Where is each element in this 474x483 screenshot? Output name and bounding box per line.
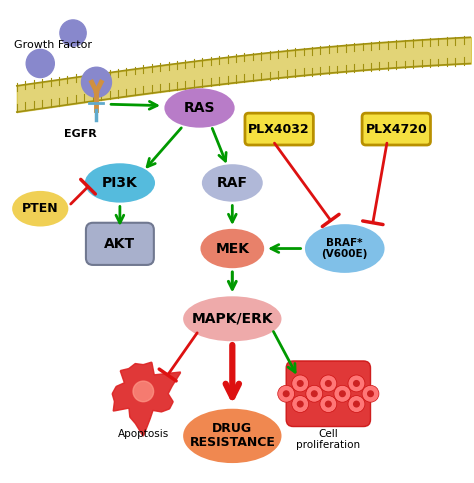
- Text: RAF: RAF: [217, 176, 248, 190]
- Circle shape: [354, 381, 359, 386]
- Circle shape: [320, 396, 337, 412]
- Text: MAPK/ERK: MAPK/ERK: [191, 312, 273, 326]
- Text: MEK: MEK: [215, 242, 249, 256]
- Circle shape: [334, 385, 351, 402]
- FancyBboxPatch shape: [362, 113, 430, 145]
- Circle shape: [306, 385, 323, 402]
- Circle shape: [326, 381, 331, 386]
- Text: Growth Factor: Growth Factor: [15, 40, 92, 50]
- Text: PLX4032: PLX4032: [248, 123, 310, 136]
- Ellipse shape: [183, 409, 282, 463]
- Circle shape: [133, 381, 154, 402]
- Circle shape: [278, 385, 295, 402]
- Circle shape: [82, 67, 111, 97]
- Ellipse shape: [85, 163, 155, 203]
- Text: AKT: AKT: [104, 237, 136, 251]
- FancyBboxPatch shape: [86, 223, 154, 265]
- Circle shape: [26, 49, 55, 78]
- Circle shape: [368, 391, 374, 397]
- Circle shape: [348, 396, 365, 412]
- Ellipse shape: [202, 164, 263, 202]
- Circle shape: [320, 375, 337, 392]
- Text: Apoptosis: Apoptosis: [118, 429, 169, 439]
- Text: PTEN: PTEN: [22, 202, 59, 215]
- Circle shape: [348, 375, 365, 392]
- Ellipse shape: [164, 88, 235, 128]
- Circle shape: [339, 391, 345, 397]
- FancyBboxPatch shape: [286, 361, 371, 426]
- Polygon shape: [112, 362, 181, 436]
- Circle shape: [354, 401, 359, 407]
- Text: BRAF*
(V600E): BRAF* (V600E): [321, 238, 368, 259]
- Ellipse shape: [201, 229, 264, 268]
- Circle shape: [292, 396, 309, 412]
- Text: PLX4720: PLX4720: [365, 123, 427, 136]
- Circle shape: [283, 391, 289, 397]
- Circle shape: [297, 381, 303, 386]
- Ellipse shape: [183, 296, 282, 341]
- Circle shape: [297, 401, 303, 407]
- Text: DRUG
RESISTANCE: DRUG RESISTANCE: [190, 423, 275, 449]
- Text: EGFR: EGFR: [64, 129, 96, 139]
- Circle shape: [311, 391, 317, 397]
- Text: Cell
proliferation: Cell proliferation: [296, 429, 360, 451]
- Text: PI3K: PI3K: [102, 176, 138, 190]
- Text: RAS: RAS: [184, 101, 215, 115]
- Circle shape: [60, 20, 86, 46]
- Circle shape: [362, 385, 379, 402]
- Circle shape: [326, 401, 331, 407]
- Circle shape: [292, 375, 309, 392]
- FancyBboxPatch shape: [245, 113, 313, 145]
- Ellipse shape: [12, 191, 68, 227]
- Ellipse shape: [305, 224, 384, 273]
